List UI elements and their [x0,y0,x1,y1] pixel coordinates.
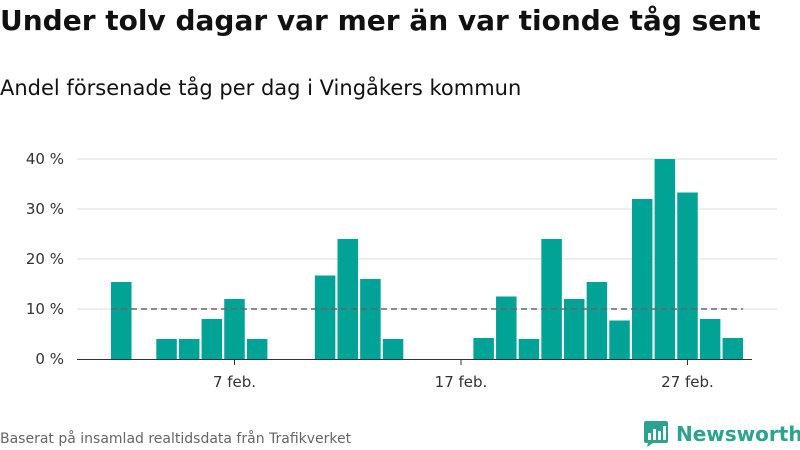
chart-subtitle: Andel försenade tåg per dag i Vingåkers … [0,76,522,100]
y-tick-label: 10 % [26,300,64,318]
bar [337,239,358,359]
brand-logo: Newsworthy [643,420,800,448]
bar [496,296,517,359]
bar [246,339,268,359]
y-tick-label: 40 % [26,150,64,168]
source-note: Baserat på insamlad realtidsdata från Tr… [0,431,352,447]
bar [382,339,404,359]
bar [156,339,177,359]
x-tick-label: 27 feb. [661,373,714,391]
y-tick-label: 20 % [26,250,64,268]
bar [111,282,132,359]
y-tick-label: 0 % [35,350,64,368]
bar [564,299,585,359]
bar [631,199,653,359]
bar [201,319,223,359]
x-tick-label: 7 feb. [213,373,256,391]
bar [224,299,245,359]
bar [518,339,540,359]
axes: 0 % 10 % 20 % 30 % 40 % 7 feb. 17 feb. 27 feb. [26,150,752,391]
bar [609,320,630,359]
bar [314,275,336,359]
y-tick-label: 30 % [26,200,64,218]
x-tick-label: 17 feb. [435,373,488,391]
newsworthy-logo-icon [644,421,668,447]
bar [360,279,381,359]
bar [473,338,494,359]
bar-chart: 0 % 10 % 20 % 30 % 40 % 7 feb. 17 feb. 27 feb. [26,150,777,391]
bar [677,192,698,359]
bar [541,239,562,359]
bars [111,159,744,359]
bar [586,282,608,359]
bar [699,319,721,359]
brand-name: Newsworthy [676,422,800,446]
chart-title: Under tolv dagar var mer än var tionde t… [0,4,761,37]
bar [654,159,676,359]
bar [722,338,744,359]
bar [178,339,200,359]
